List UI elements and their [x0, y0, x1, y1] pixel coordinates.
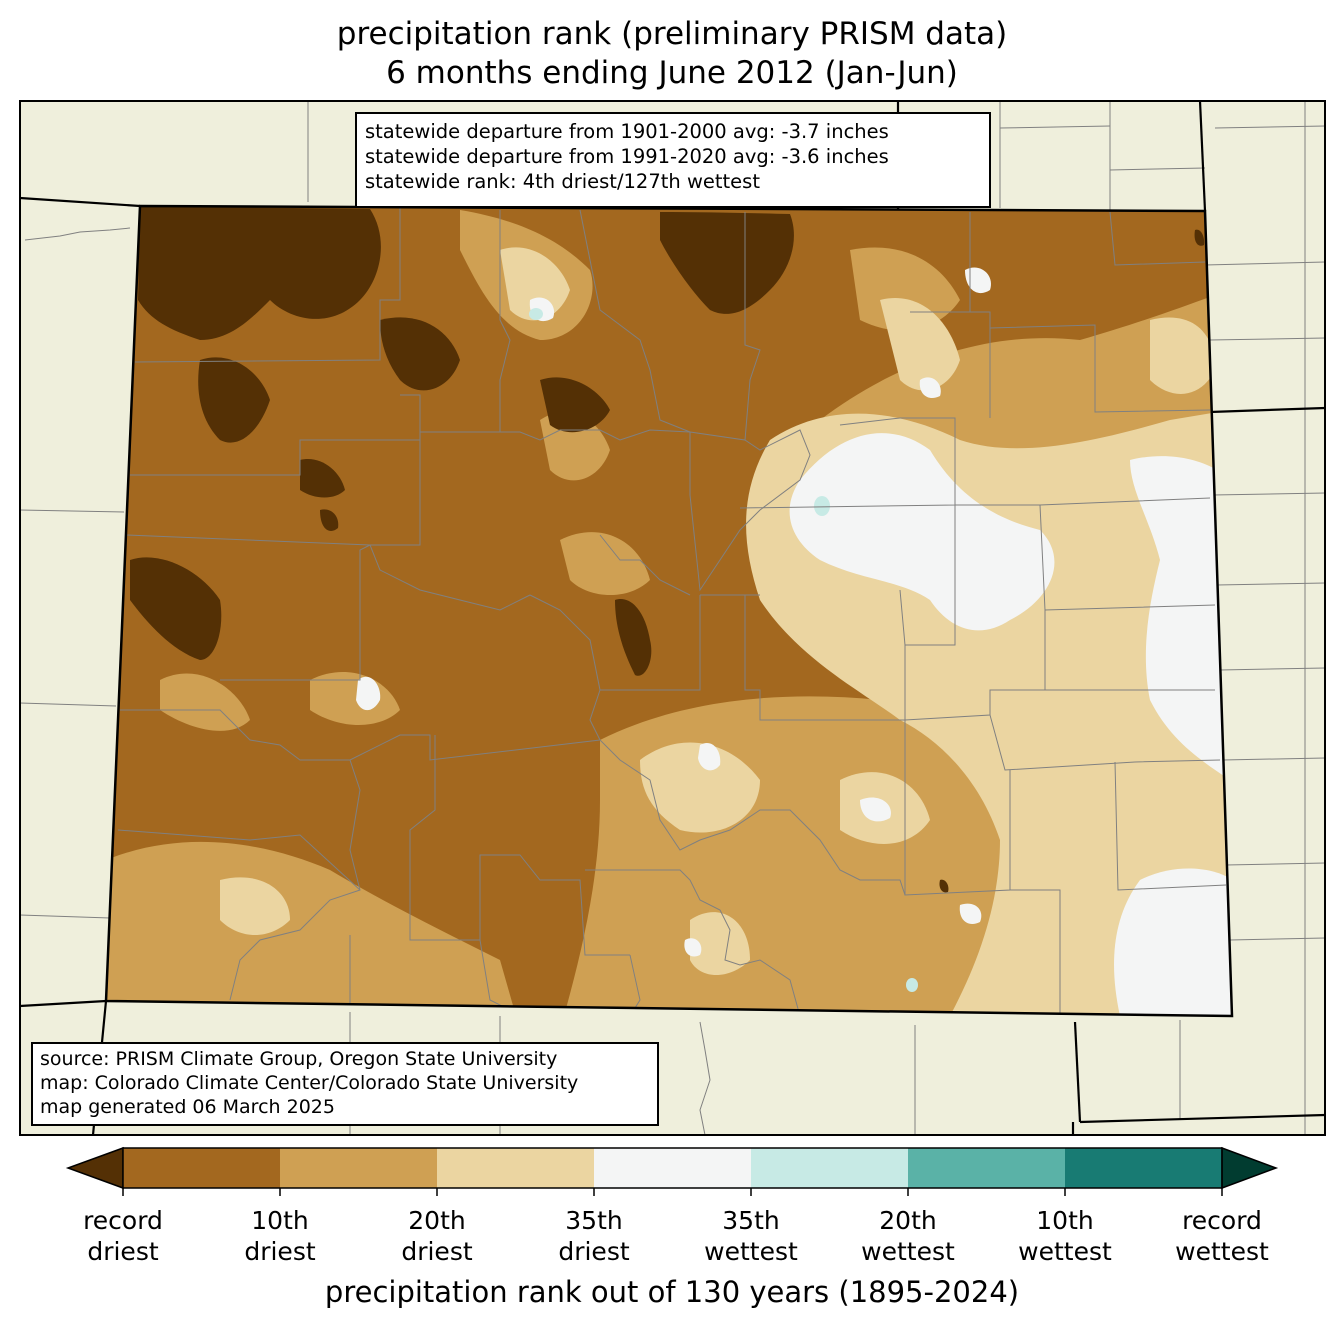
colorbar-bin-6 — [908, 1148, 1065, 1188]
colorbar-tick-label-1: record driest — [53, 1205, 193, 1267]
tick-label-line-1: 35th — [722, 1206, 780, 1235]
tick-label-line-2: wettest — [704, 1237, 798, 1266]
credits-map: map: Colorado Climate Center/Colorado St… — [40, 1072, 579, 1094]
map-title-line-1: precipitation rank (preliminary PRISM da… — [336, 16, 1008, 52]
tick-label-line-1: 20th — [879, 1206, 937, 1235]
stats-departure-1901-2000: statewide departure from 1901-2000 avg: … — [365, 120, 889, 143]
colorbar-bin-3 — [437, 1148, 594, 1188]
tick-label-line-1: 10th — [251, 1206, 309, 1235]
colorado-county-lines — [117, 208, 1227, 1016]
colorbar-bin-7 — [1065, 1148, 1222, 1188]
map-frame — [19, 100, 1326, 1136]
stats-statewide-rank: statewide rank: 4th driest/127th wettest — [365, 170, 760, 193]
colorbar-tick-label-5: 35th wettest — [681, 1205, 821, 1267]
credits-box: source: PRISM Climate Group, Oregon Stat… — [31, 1042, 659, 1126]
rank-bin-20th-wettest — [529, 308, 918, 992]
tick-label-line-2: wettest — [1175, 1237, 1269, 1266]
tick-label-line-2: wettest — [861, 1237, 955, 1266]
tick-label-line-1: record — [83, 1206, 163, 1235]
colorbar-title: precipitation rank out of 130 years (189… — [324, 1275, 1020, 1309]
colorbar-under-arrow — [65, 1146, 124, 1190]
tick-label-line-2: driest — [87, 1237, 159, 1266]
tick-label-line-2: wettest — [1018, 1237, 1112, 1266]
colorbar-tick-label-3: 20th driest — [367, 1205, 507, 1267]
rank-bin-record-driest — [130, 206, 1205, 893]
colorbar-bin-5 — [751, 1148, 908, 1188]
credits-generated-date: map generated 06 March 2025 — [40, 1096, 335, 1118]
map-title-line-2: 6 months ending June 2012 (Jan-Jun) — [386, 55, 958, 91]
colorbar-tick-label-7: 10th wettest — [995, 1205, 1135, 1267]
tick-label-line-1: 10th — [1036, 1206, 1094, 1235]
credits-source: source: PRISM Climate Group, Oregon Stat… — [40, 1048, 558, 1070]
tick-label-line-2: driest — [558, 1237, 630, 1266]
colorbar-tick-label-2: 10th driest — [210, 1205, 350, 1267]
tick-label-line-1: record — [1182, 1206, 1262, 1235]
colorbar-bin-1 — [123, 1148, 280, 1188]
rank-bin-near-normal — [356, 267, 1232, 1016]
colorado-rank-field — [106, 206, 1232, 1016]
colorbar-bin-4 — [594, 1148, 751, 1188]
colorbar-tick-label-8: record wettest — [1152, 1205, 1292, 1267]
tick-label-line-2: driest — [401, 1237, 473, 1266]
colorado-state-outline — [104, 204, 1234, 1018]
statewide-stats-box: statewide departure from 1901-2000 avg: … — [355, 112, 991, 208]
tick-label-line-2: driest — [244, 1237, 316, 1266]
colorbar-over-arrow — [1221, 1146, 1279, 1190]
colorbar-tick-label-6: 20th wettest — [838, 1205, 978, 1267]
colorbar-frame — [122, 1147, 1223, 1189]
colorbar-tick-label-4: 35th driest — [524, 1205, 664, 1267]
tick-label-line-1: 20th — [408, 1206, 466, 1235]
tick-label-line-1: 35th — [565, 1206, 623, 1235]
stats-departure-1991-2020: statewide departure from 1991-2020 avg: … — [365, 145, 889, 168]
colorbar-bin-2 — [280, 1148, 437, 1188]
